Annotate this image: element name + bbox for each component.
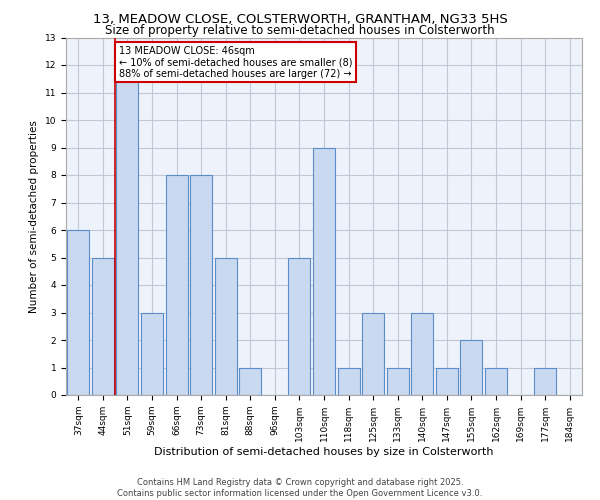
- X-axis label: Distribution of semi-detached houses by size in Colsterworth: Distribution of semi-detached houses by …: [154, 446, 494, 456]
- Bar: [239, 368, 262, 395]
- Text: 13 MEADOW CLOSE: 46sqm
← 10% of semi-detached houses are smaller (8)
88% of semi: 13 MEADOW CLOSE: 46sqm ← 10% of semi-det…: [119, 46, 352, 79]
- Text: Size of property relative to semi-detached houses in Colsterworth: Size of property relative to semi-detach…: [105, 24, 495, 37]
- Bar: [436, 368, 458, 395]
- Text: Contains HM Land Registry data © Crown copyright and database right 2025.
Contai: Contains HM Land Registry data © Crown c…: [118, 478, 482, 498]
- Bar: [141, 312, 163, 395]
- Bar: [411, 312, 433, 395]
- Bar: [460, 340, 482, 395]
- Bar: [485, 368, 507, 395]
- Text: 13, MEADOW CLOSE, COLSTERWORTH, GRANTHAM, NG33 5HS: 13, MEADOW CLOSE, COLSTERWORTH, GRANTHAM…: [92, 12, 508, 26]
- Bar: [116, 65, 139, 395]
- Bar: [362, 312, 384, 395]
- Bar: [289, 258, 310, 395]
- Bar: [386, 368, 409, 395]
- Bar: [534, 368, 556, 395]
- Bar: [215, 258, 237, 395]
- Bar: [67, 230, 89, 395]
- Y-axis label: Number of semi-detached properties: Number of semi-detached properties: [29, 120, 39, 312]
- Bar: [166, 175, 188, 395]
- Bar: [190, 175, 212, 395]
- Bar: [92, 258, 114, 395]
- Bar: [338, 368, 359, 395]
- Bar: [313, 148, 335, 395]
